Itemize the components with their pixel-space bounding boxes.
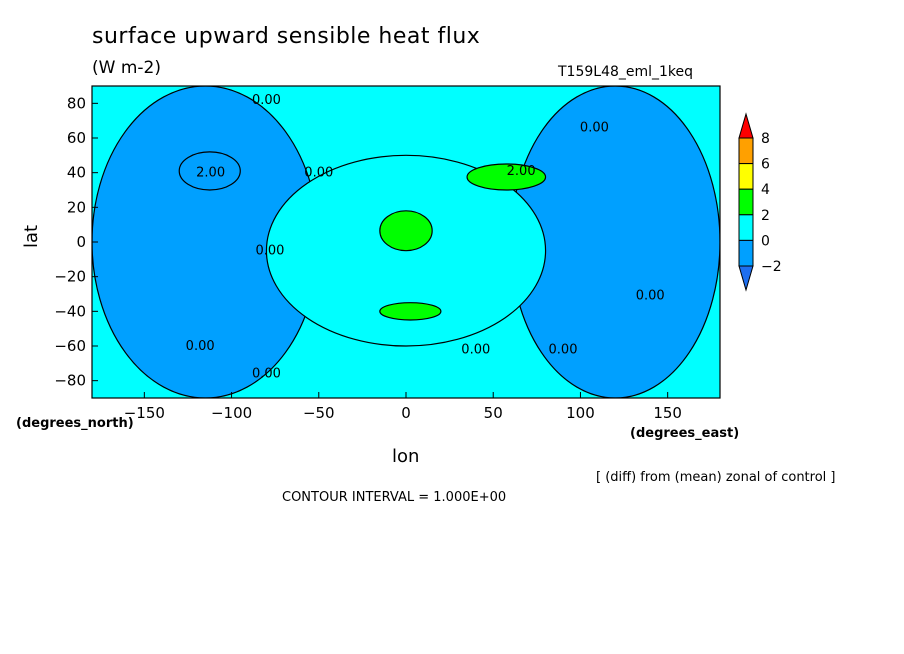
y-tick-label: 60 [67, 129, 86, 147]
y-tick-label: 0 [76, 233, 86, 251]
x-tick-label: 50 [484, 404, 503, 422]
heatmap-region [178, 151, 241, 191]
heatmap-region [466, 163, 547, 191]
x-tick-label: −100 [211, 404, 252, 422]
x-tick-label: 100 [566, 404, 595, 422]
contour-label: 0.00 [580, 121, 609, 136]
heatmap-region [379, 302, 442, 321]
colorbar-label: 0 [761, 233, 770, 249]
heatmap-regions [92, 86, 720, 398]
run-label: T159L48_eml_1keq [558, 64, 694, 80]
heatmap-region [379, 210, 433, 252]
contour-interval: CONTOUR INTERVAL = 1.000E+00 [282, 490, 507, 505]
contour-label: 0.00 [304, 166, 333, 181]
y-tick-label: −20 [54, 268, 86, 286]
x-tick-label: −150 [124, 404, 165, 422]
colorbar-triangle-bottom [738, 265, 754, 292]
colorbar-label: 8 [761, 131, 770, 147]
colorbar-segment [738, 137, 754, 165]
x-tick-label: −50 [303, 404, 335, 422]
contour-label: 2.00 [196, 166, 225, 181]
y-tick-label: −40 [54, 302, 86, 320]
contour-label: 0.00 [252, 367, 281, 382]
diff-note: [ (diff) from (mean) zonal of control ] [596, 470, 836, 485]
contour-label: 0.00 [636, 289, 665, 304]
contour-label: 0.00 [549, 342, 578, 357]
y-tick-label: 40 [67, 164, 86, 182]
contour-label: 0.00 [461, 342, 490, 357]
y-tick-label: −60 [54, 337, 86, 355]
y-tick-label: 80 [67, 94, 86, 112]
colorbar-label: 2 [761, 208, 770, 224]
colorbar-segment [738, 188, 754, 216]
colorbar-label: 4 [761, 182, 770, 198]
x-axis-units: (degrees_east) [630, 426, 740, 441]
colorbar-label: 6 [761, 157, 770, 173]
colorbar-segment [738, 214, 754, 241]
contour-label: 0.00 [186, 339, 215, 354]
chart-units: (W m-2) [92, 58, 161, 78]
x-tick-label: 150 [653, 404, 682, 422]
x-tick-label: 0 [401, 404, 411, 422]
chart-title: surface upward sensible heat flux [92, 24, 481, 49]
contour-label: 0.00 [252, 93, 281, 108]
colorbar-segment [738, 163, 754, 190]
contour-label: 2.00 [507, 164, 536, 179]
y-tick-label: 20 [67, 198, 86, 216]
colorbar-triangle-top [738, 112, 754, 139]
y-tick-label: −80 [54, 372, 86, 390]
y-axis-units: (degrees_north) [16, 416, 134, 431]
colorbar-label: −2 [761, 259, 782, 275]
contour-label: 0.00 [255, 244, 284, 259]
x-axis-label: lon [392, 446, 420, 467]
colorbar-segment [738, 239, 754, 267]
